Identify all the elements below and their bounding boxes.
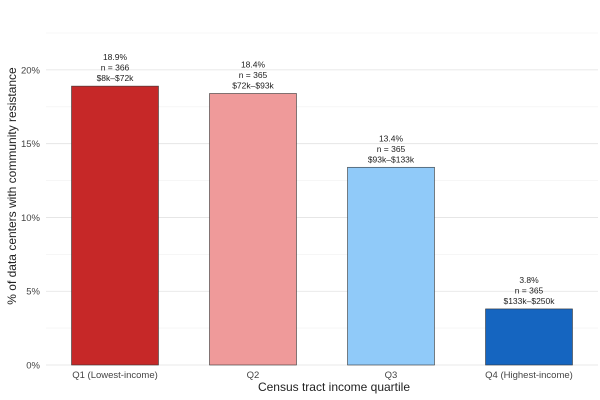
y-axis-title: % of data centers with community resista… [5, 67, 19, 305]
x-axis-ticks: Q1 (Lowest-income) Q2 Q3 Q4 (Highest-income… [72, 370, 573, 381]
bar-data-label: $8k–$72k [97, 73, 135, 83]
x-tick-label: Q2 [247, 370, 260, 381]
bar-data-label: 3.8% [519, 275, 539, 285]
y-tick-label: 5% [26, 287, 40, 298]
bar-data-label: n = 365 [515, 285, 544, 295]
bar-data-label: $72k–$93k [232, 80, 274, 90]
bars [71, 85, 573, 366]
bar-data-label: 13.4% [379, 133, 404, 143]
bar-data-label: 18.9% [103, 52, 128, 62]
x-axis-title: Census tract income quartile [258, 380, 410, 394]
y-tick-label: 20% [21, 65, 41, 76]
x-tick-label: Q1 (Lowest-income) [72, 370, 158, 381]
y-tick-label: 10% [21, 213, 41, 224]
bar-data-label: n = 365 [239, 70, 268, 80]
bar-data-label: $133k–$250k [503, 296, 555, 306]
bar [209, 93, 297, 366]
bar [485, 308, 573, 366]
y-tick-label: 0% [26, 361, 40, 372]
x-tick-label: Q4 (Highest-income) [485, 370, 573, 381]
bar [71, 85, 159, 366]
y-axis-ticks: 0% 5% 10% 15% 20% [21, 65, 41, 371]
bar-data-label: 18.4% [241, 59, 266, 69]
bar [347, 166, 435, 366]
x-tick-label: Q3 [385, 370, 398, 381]
bar-data-label: $93k–$133k [368, 154, 415, 164]
bar-data-label: n = 366 [101, 63, 130, 73]
bar-data-label: n = 365 [377, 144, 406, 154]
y-tick-label: 15% [21, 139, 41, 150]
